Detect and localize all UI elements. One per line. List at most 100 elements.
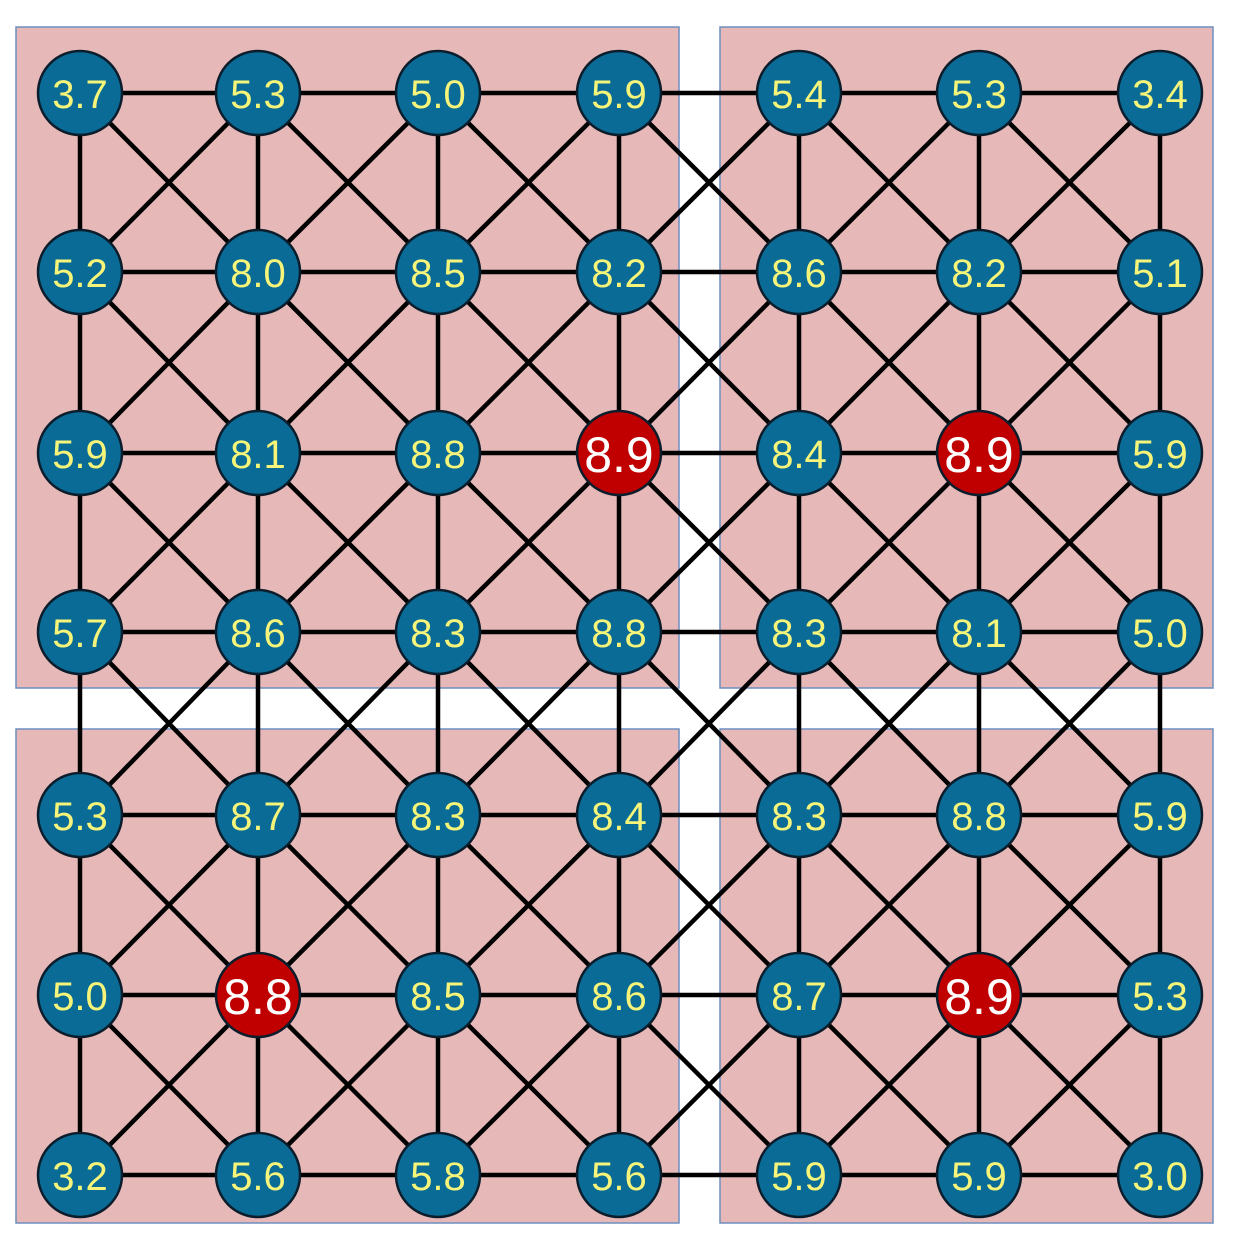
node-3-1: 8.6 xyxy=(214,588,302,676)
node-value-label: 5.8 xyxy=(410,1155,466,1199)
node-value-label: 5.7 xyxy=(52,612,108,656)
node-circle xyxy=(575,228,663,316)
node-circle xyxy=(36,951,124,1039)
node-circle xyxy=(1116,588,1204,676)
node-value-label: 8.6 xyxy=(230,612,286,656)
node-circle xyxy=(394,49,482,137)
node-1-3: 8.2 xyxy=(575,228,663,316)
node-5-3: 8.6 xyxy=(575,951,663,1039)
node-value-label: 8.3 xyxy=(771,795,827,839)
node-circle xyxy=(214,409,302,497)
node-circle xyxy=(214,951,302,1039)
node-value-label: 8.3 xyxy=(771,612,827,656)
node-value-label: 8.8 xyxy=(223,969,293,1025)
node-circle xyxy=(394,1131,482,1219)
node-circle xyxy=(394,771,482,859)
node-0-5: 5.3 xyxy=(935,49,1023,137)
node-3-2: 8.3 xyxy=(394,588,482,676)
node-circle xyxy=(1116,951,1204,1039)
node-4-3: 8.4 xyxy=(575,771,663,859)
node-0-6: 3.4 xyxy=(1116,49,1204,137)
node-circle xyxy=(214,1131,302,1219)
highlighted-node-5-1: 8.8 xyxy=(214,951,302,1039)
node-1-5: 8.2 xyxy=(935,228,1023,316)
node-6-0: 3.2 xyxy=(36,1131,124,1219)
node-1-6: 5.1 xyxy=(1116,228,1204,316)
node-2-4: 8.4 xyxy=(755,409,843,497)
highlighted-node-2-5: 8.9 xyxy=(935,409,1023,497)
node-circle xyxy=(214,588,302,676)
node-value-label: 5.9 xyxy=(52,433,108,477)
node-circle xyxy=(755,951,843,1039)
node-circle xyxy=(755,409,843,497)
node-value-label: 8.3 xyxy=(410,795,466,839)
node-value-label: 5.0 xyxy=(410,73,466,117)
node-circle xyxy=(935,409,1023,497)
node-2-0: 5.9 xyxy=(36,409,124,497)
node-value-label: 8.6 xyxy=(771,252,827,296)
node-2-1: 8.1 xyxy=(214,409,302,497)
node-value-label: 5.9 xyxy=(1132,433,1188,477)
node-5-0: 5.0 xyxy=(36,951,124,1039)
node-circle xyxy=(755,1131,843,1219)
node-circle xyxy=(935,228,1023,316)
highlighted-node-2-3: 8.9 xyxy=(575,409,663,497)
node-circle xyxy=(575,49,663,137)
node-circle xyxy=(935,1131,1023,1219)
node-4-6: 5.9 xyxy=(1116,771,1204,859)
node-1-1: 8.0 xyxy=(214,228,302,316)
node-value-label: 5.3 xyxy=(1132,975,1188,1019)
node-circle xyxy=(394,409,482,497)
node-1-0: 5.2 xyxy=(36,228,124,316)
highlighted-node-5-5: 8.9 xyxy=(935,951,1023,1039)
node-value-label: 8.1 xyxy=(230,433,286,477)
node-0-2: 5.0 xyxy=(394,49,482,137)
node-value-label: 5.0 xyxy=(52,975,108,1019)
node-circle xyxy=(214,49,302,137)
node-circle xyxy=(575,1131,663,1219)
node-value-label: 5.9 xyxy=(591,73,647,117)
node-0-4: 5.4 xyxy=(755,49,843,137)
node-circle xyxy=(575,588,663,676)
node-1-2: 8.5 xyxy=(394,228,482,316)
node-value-label: 8.0 xyxy=(230,252,286,296)
node-value-label: 8.8 xyxy=(410,433,466,477)
node-0-0: 3.7 xyxy=(36,49,124,137)
node-circle xyxy=(394,228,482,316)
node-value-label: 5.9 xyxy=(771,1155,827,1199)
node-0-3: 5.9 xyxy=(575,49,663,137)
node-0-1: 5.3 xyxy=(214,49,302,137)
node-value-label: 8.4 xyxy=(771,433,827,477)
node-6-1: 5.6 xyxy=(214,1131,302,1219)
node-value-label: 5.0 xyxy=(1132,612,1188,656)
node-6-4: 5.9 xyxy=(755,1131,843,1219)
node-3-6: 5.0 xyxy=(1116,588,1204,676)
node-circle xyxy=(755,588,843,676)
node-value-label: 8.8 xyxy=(591,612,647,656)
node-4-2: 8.3 xyxy=(394,771,482,859)
node-circle xyxy=(394,588,482,676)
node-value-label: 8.9 xyxy=(584,427,654,483)
node-value-label: 8.2 xyxy=(951,252,1007,296)
node-value-label: 3.2 xyxy=(52,1155,108,1199)
node-4-5: 8.8 xyxy=(935,771,1023,859)
node-circle xyxy=(214,771,302,859)
node-value-label: 8.3 xyxy=(410,612,466,656)
node-circle xyxy=(1116,771,1204,859)
node-5-6: 5.3 xyxy=(1116,951,1204,1039)
node-circle xyxy=(36,588,124,676)
node-value-label: 3.0 xyxy=(1132,1155,1188,1199)
node-value-label: 5.1 xyxy=(1132,252,1188,296)
node-value-label: 5.9 xyxy=(1132,795,1188,839)
node-3-0: 5.7 xyxy=(36,588,124,676)
node-value-label: 5.3 xyxy=(52,795,108,839)
node-circle xyxy=(1116,409,1204,497)
node-circle xyxy=(755,49,843,137)
node-2-2: 8.8 xyxy=(394,409,482,497)
node-5-4: 8.7 xyxy=(755,951,843,1039)
node-4-1: 8.7 xyxy=(214,771,302,859)
node-value-label: 8.9 xyxy=(944,427,1014,483)
node-value-label: 8.5 xyxy=(410,975,466,1019)
node-circle xyxy=(935,951,1023,1039)
